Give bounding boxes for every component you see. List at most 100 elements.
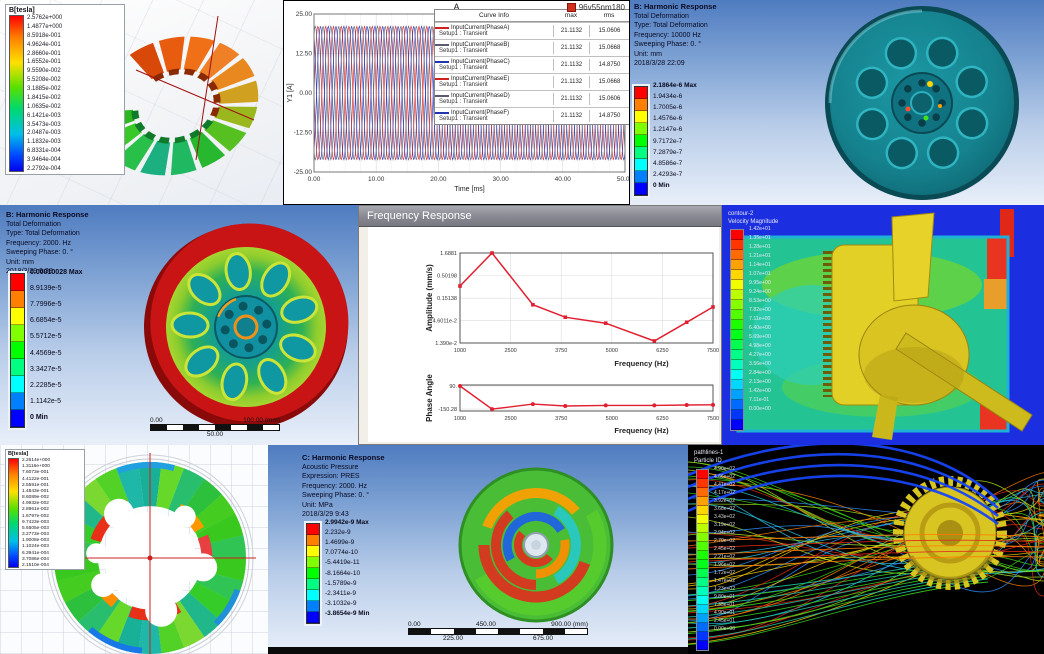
ruler-label: 50.00 — [206, 431, 224, 438]
legend-value: 2.1510e-004 — [22, 562, 49, 568]
colorbar-value: 3.19e+02 — [714, 522, 735, 528]
legend-value: 2.5591e-001 — [22, 482, 49, 488]
colorbar-title: pathlines-1 — [694, 450, 724, 456]
plot-title: A — [453, 2, 460, 12]
colorbar-segment — [697, 479, 708, 488]
deformation-colorbar: 0.00010028 Max 8.9139e-5 7.7996e-5 6.6854e-… — [10, 269, 83, 428]
colorbar-segment — [697, 605, 708, 614]
wheel-model-teal — [825, 6, 1019, 200]
panel-cfd-velocity: contour-2 Velocity Magnitude 1.42e+01 1.35… — [722, 205, 1044, 445]
curve-setup: Setup1 : Transient — [439, 65, 488, 71]
colorbar-segment — [731, 280, 743, 290]
color-scale — [730, 229, 744, 431]
svg-text:12.50: 12.50 — [296, 51, 313, 58]
svg-text:7500: 7500 — [707, 416, 719, 422]
svg-text:5000: 5000 — [606, 348, 618, 354]
colorbar-value: 1.14e+01 — [749, 262, 771, 268]
colorbar-value: 9.80e+01 — [714, 594, 735, 600]
legend-value: 2.8961e-002 — [22, 507, 49, 513]
curve-name: InputCurrent(PhaseC) — [451, 59, 510, 65]
curve-setup: Setup1 : Transient — [439, 48, 488, 54]
colorbar-segment — [307, 546, 319, 557]
colorbar-title: contour-2 — [728, 211, 754, 217]
colorbar-value: 2.13e+00 — [749, 379, 771, 385]
result-info-line: Frequency: 2000. Hz — [302, 482, 367, 490]
curve-max: 21.1132 — [553, 110, 589, 122]
result-info-line: Unit: mm — [634, 50, 662, 58]
svg-text:Y1 [A]: Y1 [A] — [287, 83, 294, 102]
curve-name: InputCurrent(PhaseF) — [451, 110, 510, 116]
legend-row: InputCurrent(PhaseF) Setup1 : Transient 21… — [435, 107, 629, 124]
curve-name: InputCurrent(PhaseD) — [451, 93, 510, 99]
colorbar-value: -1.5789e-9 — [325, 579, 357, 587]
colorbar-value: 2.70e+02 — [714, 538, 735, 544]
colorbar-value: 1.4576e-6 — [653, 115, 683, 123]
color-scale — [8, 458, 19, 568]
colorbar-segment — [11, 393, 24, 410]
colorbar-value: 2.94e+02 — [714, 530, 735, 536]
window-bottom-strip — [268, 647, 688, 654]
colorbar-segment — [731, 300, 743, 310]
result-info: B: Harmonic Response Total Deformation Ty… — [6, 210, 89, 277]
colorbar-value: 2.232e-9 — [325, 529, 351, 537]
colorbar-value: 6.40e+00 — [749, 325, 771, 331]
ruler-label: 0.00 — [150, 417, 163, 424]
curve-max: 21.1132 — [553, 42, 589, 54]
colorbar-segment — [11, 308, 24, 325]
colorbar-value: 1.2147e-6 — [653, 126, 683, 134]
legend-value: 1.1024e-003 — [22, 544, 49, 550]
legend-value: 1.8415e-002 — [27, 94, 61, 101]
legend-value: 9.7423e-003 — [22, 519, 49, 525]
colorbar-value: 2.21e+02 — [714, 554, 735, 560]
colorbar-value: 5.69e+00 — [749, 334, 771, 340]
colorbar-title: Particle ID — [694, 458, 722, 464]
colorbar-segment — [697, 569, 708, 578]
colorbar-value: 1.07e+01 — [749, 271, 771, 277]
velocity-colorbar: 1.42e+01 1.35e+01 1.28e+01 1.21e+01 1.14e+01… — [730, 226, 771, 431]
legend-value: 1.4877e+000 — [27, 23, 63, 30]
legend-value: 2.2792e-004 — [27, 165, 61, 172]
colorbar-segment — [731, 260, 743, 270]
colorbar-value: 1.1142e-5 — [30, 397, 62, 405]
legend-value: 5.6505e-003 — [22, 525, 49, 531]
color-scale — [696, 469, 709, 651]
colorbar-segment — [11, 274, 24, 291]
colorbar-segment — [731, 400, 743, 410]
cfd-contour-scene — [722, 205, 1044, 445]
svg-text:6250: 6250 — [656, 348, 668, 354]
result-info-line: Sweeping Phase: 0. ° — [6, 249, 74, 256]
particle-colorbar: 4.90e+02 4.66e+02 4.41e+02 4.17e+02 3.92e+02… — [696, 466, 735, 651]
legend-row: InputCurrent(PhaseE) Setup1 : Transient 21… — [435, 73, 629, 90]
colorbar-segment — [635, 159, 647, 171]
result-info: C: Harmonic Response Acoustic Pressure Ex… — [302, 453, 385, 520]
colorbar-segment — [731, 370, 743, 380]
legend-value: 9.5590e-002 — [27, 68, 61, 75]
legend-value: 8.6089e-002 — [22, 495, 49, 501]
legend-value: 1.0635e-002 — [27, 103, 61, 110]
colorbar-segment — [11, 359, 24, 376]
colorbar-segment — [11, 325, 24, 342]
colorbar-value: 1.47e+02 — [714, 578, 735, 584]
colorbar-value: 4.41e+02 — [714, 482, 735, 488]
colorbar-value: 2.1864e-6 Max — [653, 82, 697, 89]
result-info: B: Harmonic Response Total Deformation Ty… — [634, 2, 717, 69]
colorbar-value: 0 Min — [30, 413, 48, 421]
colorbar-segment — [697, 506, 708, 515]
svg-text:Time [ms]: Time [ms] — [454, 186, 485, 193]
legend-value: 1.1832e-003 — [27, 139, 61, 146]
colorbar-value: 0.00e+00 — [714, 626, 735, 632]
curve-swatch — [435, 78, 449, 80]
colorbar-value: 3.56e+00 — [749, 361, 771, 367]
svg-text:2500: 2500 — [504, 416, 516, 422]
colorbar-segment — [697, 524, 708, 533]
curve-max: 21.1132 — [553, 59, 589, 71]
result-info-line: Unit: mm — [6, 258, 34, 266]
colorbar-segment — [307, 612, 319, 623]
legend-header: max — [564, 12, 578, 19]
window-titlebar[interactable]: Frequency Response — [359, 206, 721, 227]
colorbar-segment — [697, 497, 708, 506]
svg-text:0.00: 0.00 — [308, 176, 321, 183]
curve-name: InputCurrent(PhaseE) — [451, 76, 510, 82]
legend-row: InputCurrent(PhaseC) Setup1 : Transient 21… — [435, 56, 629, 73]
colorbar-segment — [731, 250, 743, 260]
